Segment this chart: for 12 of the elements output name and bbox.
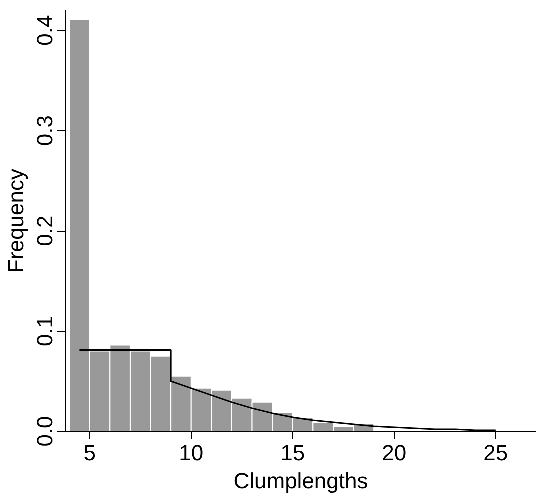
y-tick-label: 0.2 — [32, 216, 58, 246]
x-axis-title: Clumplengths — [234, 468, 368, 494]
x-tick-label: 25 — [484, 440, 508, 466]
x-tick-label: 20 — [382, 440, 407, 466]
x-tick-label: 5 — [84, 440, 96, 466]
y-tick-label: 0.4 — [32, 15, 58, 46]
y-tick-label: 0.1 — [32, 316, 58, 347]
y-axis-title: Frequency — [4, 169, 28, 273]
x-tick-label: 15 — [280, 440, 306, 466]
x-tick-label: 10 — [179, 440, 204, 466]
y-tick-label: 0.0 — [32, 416, 58, 447]
y-tick-label: 0.3 — [32, 115, 58, 146]
